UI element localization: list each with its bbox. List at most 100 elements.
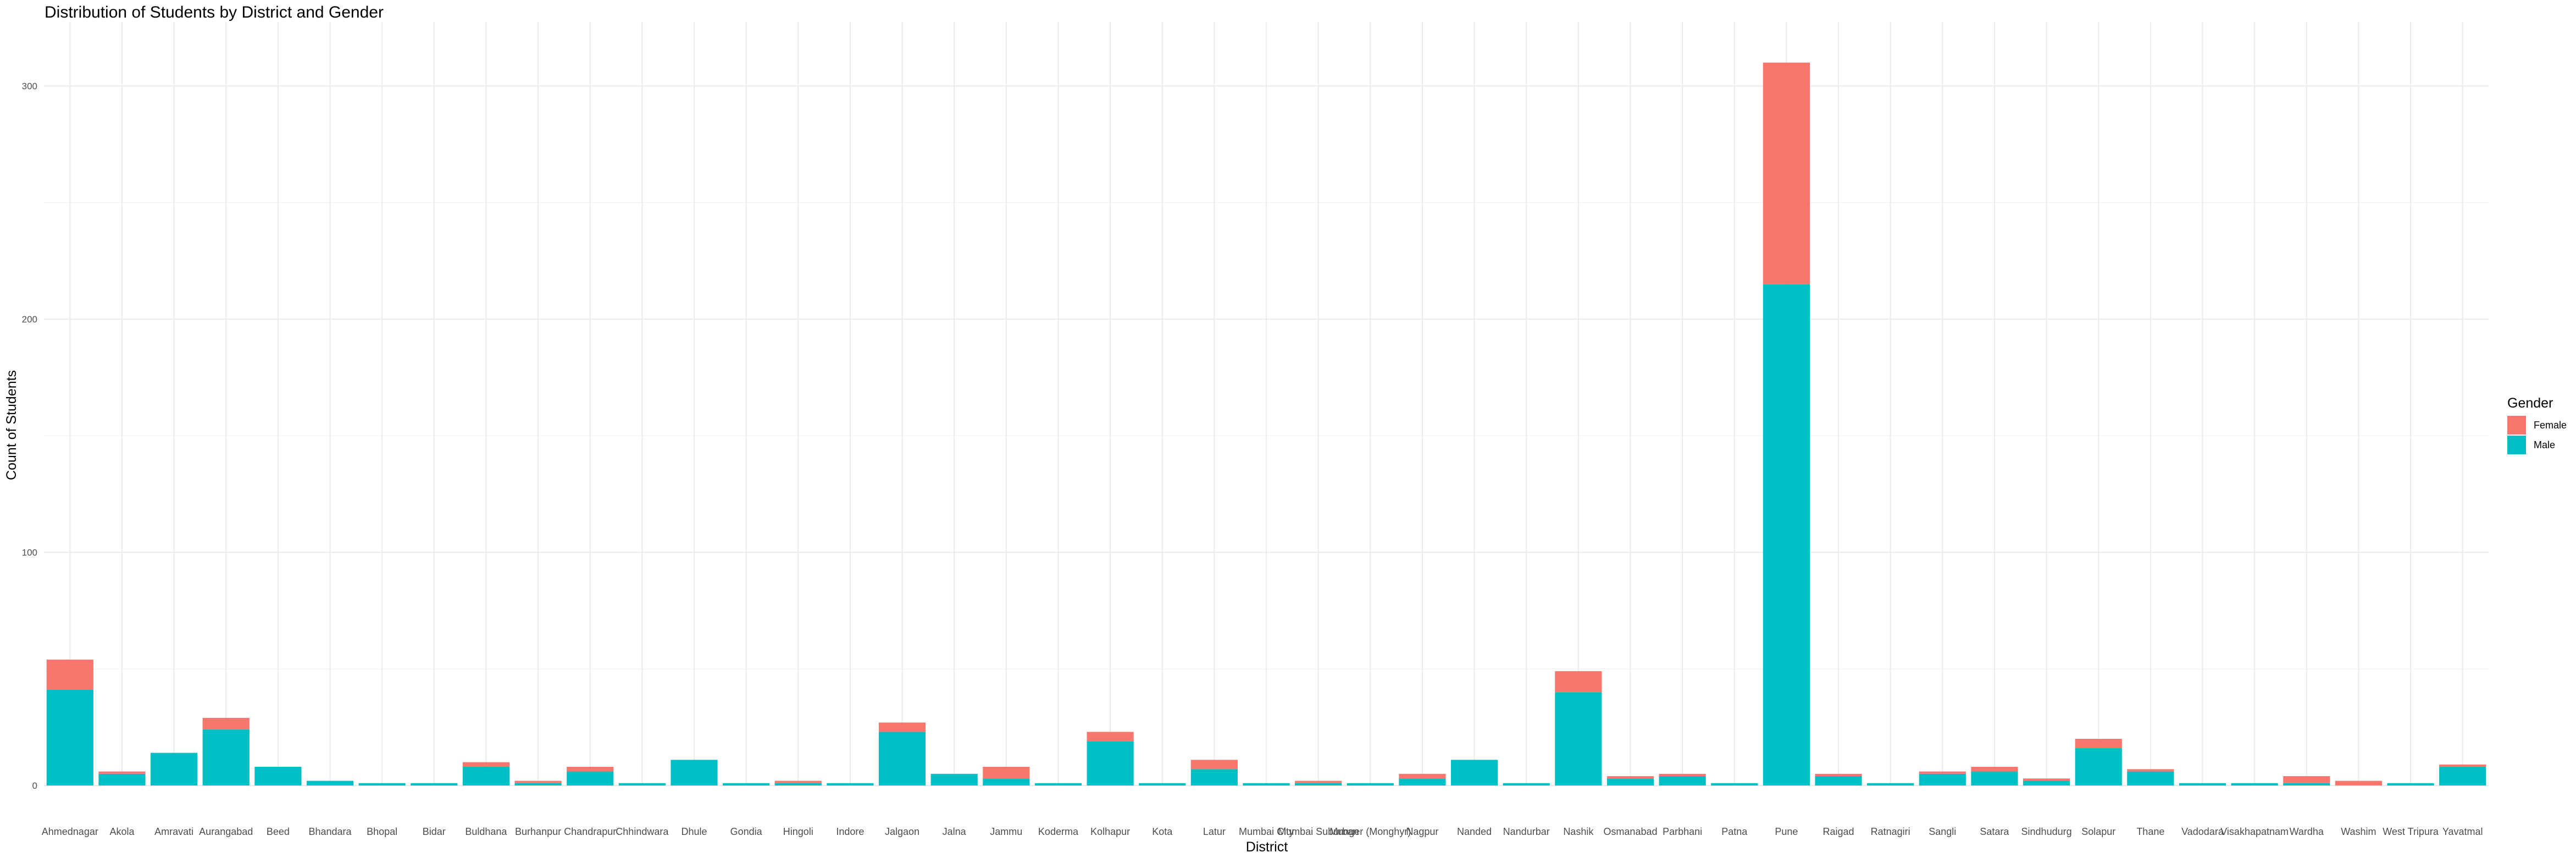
bar-female [1295,781,1342,783]
bar-male [774,783,822,785]
bar-male [930,773,978,785]
bar-male [1139,783,1186,785]
x-tick-label: Nandurbar [1503,826,1550,837]
bar-male [878,732,926,785]
x-tick-label: Solapur [2081,826,2115,837]
x-tick-label: Hingoli [783,826,813,837]
bar-male [2439,767,2486,785]
x-tick-label: Mumbai City [1239,826,1294,837]
bar-male [462,767,510,785]
bar-male [2127,771,2174,785]
x-tick-label: Nagpur [1406,826,1438,837]
bar-male [1087,741,1134,785]
bar-male [202,729,250,785]
bar-female [567,767,614,772]
x-tick-label: Nashik [1563,826,1594,837]
x-tick-label: Koderma [1038,826,1079,837]
bar-female [46,659,93,690]
x-tick-label: Kolhapur [1090,826,1130,837]
legend: Gender Female Male [2507,395,2567,454]
bar-male [618,783,666,785]
bar-male [1034,783,1082,785]
x-tick-label: Thane [2136,826,2164,837]
x-tick-label: Indore [836,826,864,837]
legend-label-female: Female [2534,420,2567,431]
x-tick-label: Bhandara [308,826,352,837]
bar-male [1971,771,2018,785]
bar-female [983,767,1030,779]
x-axis-title: District [1246,839,1288,855]
x-tick-label: Yavatmal [2442,826,2483,837]
x-tick-label: Wardha [2290,826,2324,837]
y-tick-label: 0 [32,781,37,791]
bar-male [254,767,302,785]
bar-male [1867,783,1914,785]
bar-female [1190,760,1238,770]
x-tick-label: Chandrapur [564,826,616,837]
x-tick-label: Amravati [154,826,193,837]
bar-female [2439,764,2486,767]
x-tick-label: Parbhani [1663,826,1702,837]
x-tick-label: Akola [109,826,135,837]
x-tick-label: Munger (Monghyr) [1329,826,1411,837]
bar-male [1295,783,1342,785]
x-tick-label: Jammu [990,826,1022,837]
x-tick-label: Sangli [1929,826,1956,837]
x-tick-label: Pune [1775,826,1798,837]
x-tick-label: Beed [267,826,290,837]
x-tick-label: Bidar [423,826,446,837]
x-tick-label: Jalgaon [885,826,919,837]
x-tick-label: Satara [1980,826,2009,837]
x-tick-label: Sindhudurg [2021,826,2072,837]
y-axis-ticks: 0 100 200 300 [22,81,37,792]
bar-female [2023,778,2070,781]
bar-female [774,781,822,783]
x-axis-ticks: Ahmednagar Akola Amravati Aurangabad Beed Bha… [42,826,2483,837]
x-tick-label: Mumbai Suburban [1278,826,1359,837]
x-tick-label: Burhanpur [515,826,561,837]
bar-male [514,783,562,785]
bar-male [358,783,406,785]
bar-male [151,753,198,785]
bar-male [1711,783,1758,785]
bar-male [723,783,770,785]
bar-male [1555,692,1602,785]
bar-male [567,771,614,785]
chart-title: Distribution of Students by District and… [45,3,384,21]
x-tick-label: Aurangabad [199,826,253,837]
x-tick-label: West Tripura [2383,826,2439,837]
x-tick-label: Jalna [943,826,967,837]
bar-male [2283,783,2330,785]
bar-female [98,771,146,774]
y-tick-label: 200 [22,314,37,325]
bar-male [1659,776,1706,785]
bar-female [462,762,510,767]
bar-male [1606,778,1654,785]
grid-lines [44,22,2489,786]
x-tick-label: Osmanabad [1603,826,1657,837]
bar-male [46,689,93,785]
bar-female [2075,739,2122,749]
legend-label-male: Male [2534,439,2555,450]
legend-key-male [2507,436,2526,454]
bar-male [1763,284,1810,785]
bar-male [1399,778,1446,785]
bars-group [46,63,2486,785]
y-axis-title: Count of Students [4,370,19,480]
bar-male [306,781,354,785]
bar-female [2127,769,2174,772]
bar-male [1503,783,1550,785]
bar-female [1763,63,1810,285]
bar-male [1919,773,1966,785]
bar-male [1190,769,1238,785]
x-tick-label: Gondia [730,826,763,837]
bar-female [1087,732,1134,742]
bar-female [878,722,926,732]
bar-female [1555,671,1602,693]
bar-male [98,773,146,785]
x-tick-label: Ratnagiri [1871,826,1910,837]
legend-key-female [2507,416,2526,434]
bar-female [1399,773,1446,779]
x-tick-label: Raigad [1822,826,1854,837]
